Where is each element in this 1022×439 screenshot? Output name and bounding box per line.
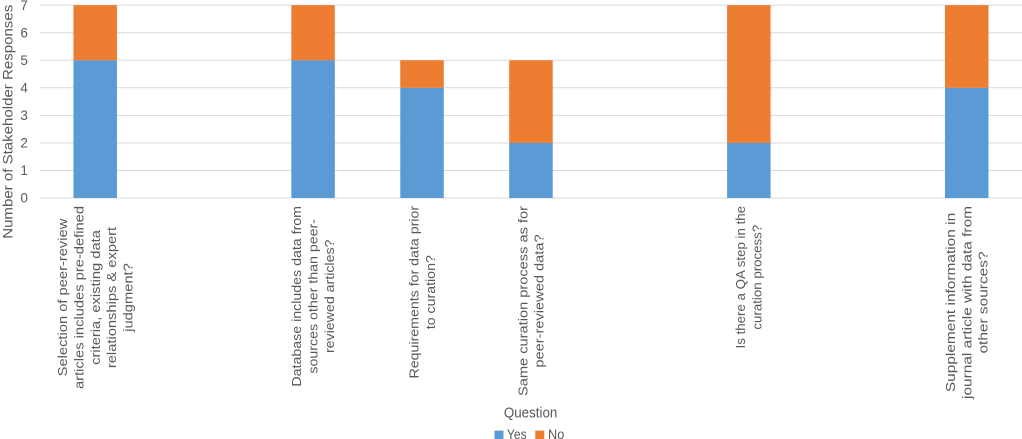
svg-text:Requirements for data prior: Requirements for data prior bbox=[406, 205, 421, 378]
svg-text:sources other than peer-: sources other than peer- bbox=[306, 219, 321, 374]
svg-text:Number of Stakeholder Response: Number of Stakeholder Responses bbox=[1, 5, 16, 239]
svg-text:Database includes data from: Database includes data from bbox=[289, 206, 304, 387]
svg-text:relationships & expert: relationships & expert bbox=[104, 226, 119, 368]
svg-text:reviewed articles?: reviewed articles? bbox=[322, 240, 337, 354]
svg-text:Selection of peer-review: Selection of peer-review bbox=[55, 218, 70, 376]
svg-text:5: 5 bbox=[20, 53, 28, 68]
svg-text:journal article with data from: journal article with data from bbox=[959, 206, 974, 400]
svg-text:6: 6 bbox=[20, 25, 28, 40]
svg-text:criteria, existing data: criteria, existing data bbox=[88, 229, 103, 365]
svg-text:curation process?: curation process? bbox=[750, 225, 765, 330]
svg-text:4: 4 bbox=[20, 81, 28, 96]
svg-text:judgment?: judgment? bbox=[121, 263, 136, 333]
svg-text:Yes: Yes bbox=[507, 426, 527, 439]
svg-text:No: No bbox=[548, 426, 564, 439]
svg-text:1: 1 bbox=[20, 163, 28, 178]
svg-text:to curation?: to curation? bbox=[423, 255, 438, 329]
svg-text:articles includes pre-defined: articles includes pre-defined bbox=[71, 206, 86, 389]
svg-text:Question: Question bbox=[504, 404, 558, 421]
svg-text:Is there a QA step in the: Is there a QA step in the bbox=[733, 206, 748, 349]
svg-text:2: 2 bbox=[20, 136, 28, 151]
svg-text:other sources?: other sources? bbox=[976, 251, 991, 353]
svg-text:0: 0 bbox=[20, 191, 28, 206]
svg-text:Supplement information in: Supplement information in bbox=[943, 213, 958, 392]
svg-text:7: 7 bbox=[20, 0, 28, 13]
svg-text:3: 3 bbox=[20, 108, 28, 123]
svg-text:Same curation process as for: Same curation process as for bbox=[515, 205, 530, 396]
svg-text:peer-reviewed data?: peer-reviewed data? bbox=[532, 234, 547, 367]
